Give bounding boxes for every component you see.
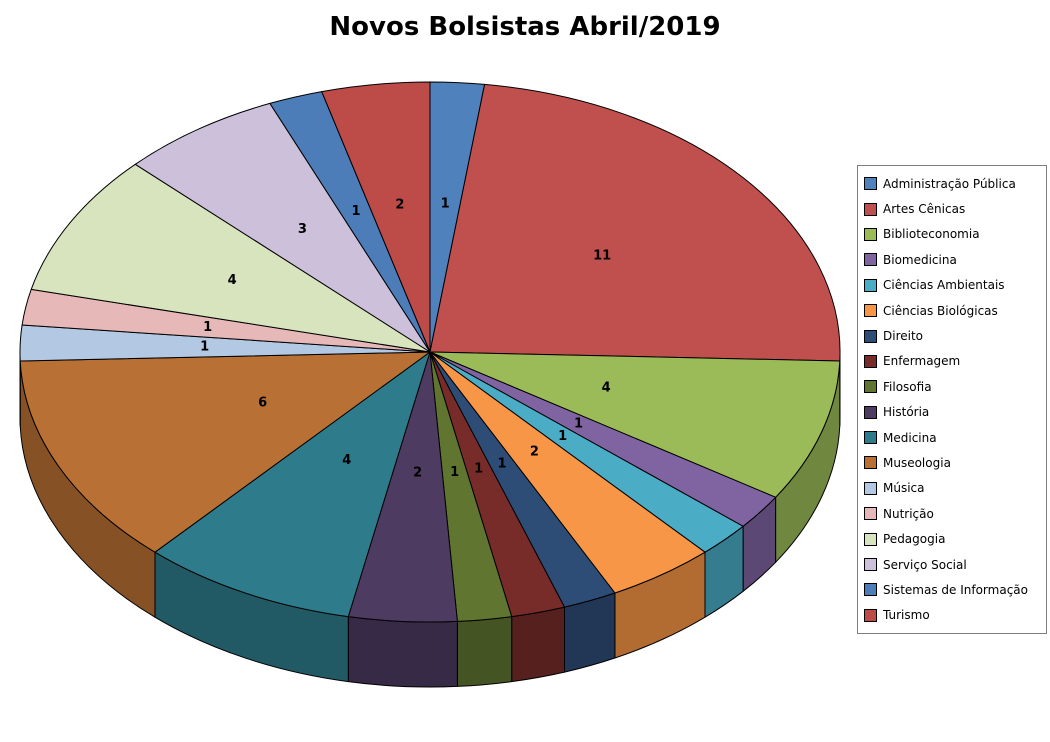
slice-value-label: 11 — [593, 249, 611, 264]
pie-slice-side — [511, 606, 565, 683]
legend-label: Turismo — [883, 608, 930, 623]
legend-swatch — [864, 558, 877, 572]
legend-label: Direito — [883, 329, 924, 344]
legend-label: História — [883, 405, 930, 420]
legend-label: Serviço Social — [883, 557, 967, 572]
pie-slice-side — [456, 616, 513, 687]
legend-item: Artes Cênicas — [864, 196, 1042, 221]
legend-swatch — [864, 329, 877, 343]
pie-slice — [429, 351, 841, 498]
legend-box: Administração Pública Artes Cênicas Biblio… — [857, 165, 1047, 635]
legend-swatch — [864, 354, 877, 368]
legend-item: Serviço Social — [864, 552, 1042, 577]
legend-swatch — [864, 278, 877, 292]
legend-item: Enfermagem — [864, 349, 1042, 374]
legend-item: Sistemas de Informação — [864, 577, 1042, 602]
legend-item: Museologia — [864, 450, 1042, 475]
legend-item: Nutrição — [864, 501, 1042, 526]
slice-value-label: 1 — [200, 340, 209, 355]
legend-item: Filosofia — [864, 374, 1042, 399]
legend-item: Turismo — [864, 603, 1042, 628]
legend-swatch — [864, 304, 877, 318]
legend-swatch — [864, 177, 877, 191]
legend-label: Biomedicina — [883, 252, 957, 267]
slice-value-label: 4 — [228, 273, 237, 288]
legend-item: Música — [864, 476, 1042, 501]
legend-item: Direito — [864, 323, 1042, 348]
pie-slice — [429, 83, 841, 362]
legend-item: Medicina — [864, 425, 1042, 450]
slice-value-label: 1 — [474, 462, 483, 477]
slice-value-label: 6 — [258, 396, 267, 411]
legend-item: Biomedicina — [864, 247, 1042, 272]
legend-swatch — [864, 583, 877, 597]
pie-slice — [19, 351, 431, 553]
legend-swatch — [864, 532, 877, 546]
legend-label: Nutrição — [883, 506, 934, 521]
legend-item: História — [864, 400, 1042, 425]
legend-swatch — [864, 405, 877, 419]
pie-slice — [134, 102, 431, 353]
legend-swatch — [864, 431, 877, 445]
slice-value-label: 4 — [342, 453, 351, 468]
legend-label: Sistemas de Informação — [883, 582, 1028, 597]
legend-swatch — [864, 481, 877, 495]
legend-item: Administração Pública — [864, 171, 1042, 196]
legend-label: Ciências Biológicas — [883, 303, 998, 318]
slice-value-label: 1 — [497, 456, 506, 471]
slice-value-label: 2 — [530, 445, 539, 460]
slice-value-label: 4 — [602, 381, 611, 396]
legend-label: Música — [883, 481, 925, 496]
legend-swatch — [864, 608, 877, 622]
legend-label: Pedagogia — [883, 532, 946, 547]
legend-swatch — [864, 227, 877, 241]
legend-item: Biblioteconomia — [864, 222, 1042, 247]
legend-label: Museologia — [883, 455, 951, 470]
slice-value-label: 3 — [298, 222, 307, 237]
legend-swatch — [864, 253, 877, 267]
legend-swatch — [864, 380, 877, 394]
legend-label: Artes Cênicas — [883, 202, 966, 217]
legend-label: Ciências Ambientais — [883, 278, 1005, 293]
slice-value-label: 1 — [441, 196, 450, 211]
slice-value-label: 2 — [413, 466, 422, 481]
slice-value-label: 1 — [450, 465, 459, 480]
legend-item: Pedagogia — [864, 526, 1042, 551]
slice-value-label: 1 — [574, 417, 583, 432]
legend-swatch — [864, 456, 877, 470]
legend-item: Ciências Ambientais — [864, 273, 1042, 298]
pie-slice-side — [347, 616, 458, 688]
legend-label: Administração Pública — [883, 176, 1016, 191]
slice-value-label: 1 — [203, 320, 212, 335]
chart-title: Novos Bolsistas Abril/2019 — [329, 12, 721, 42]
legend-label: Enfermagem — [883, 354, 961, 369]
legend-swatch — [864, 202, 877, 216]
legend-label: Biblioteconomia — [883, 227, 980, 242]
legend-swatch — [864, 507, 877, 521]
legend-item: Ciências Biológicas — [864, 298, 1042, 323]
pie-slice — [30, 163, 431, 353]
slice-value-label: 1 — [351, 204, 360, 219]
pie-slice — [321, 81, 431, 353]
legend-label: Medicina — [883, 430, 937, 445]
legend-label: Filosofia — [883, 379, 932, 394]
slice-value-label: 1 — [558, 429, 567, 444]
pie-slice — [154, 351, 431, 618]
slice-value-label: 2 — [395, 197, 404, 212]
